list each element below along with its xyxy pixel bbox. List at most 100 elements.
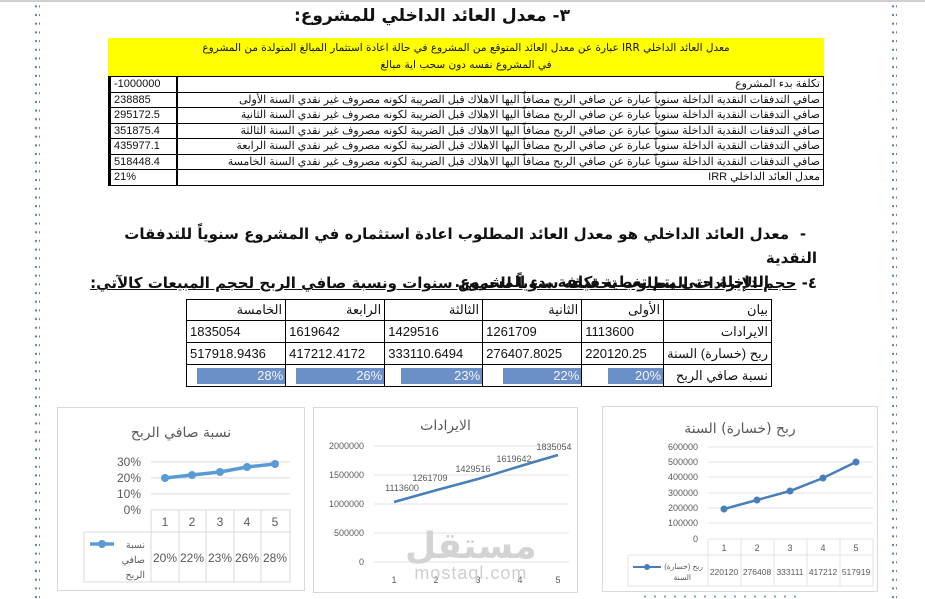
svg-text:30%: 30% [117,455,141,469]
svg-text:3: 3 [787,543,792,553]
row-label: تكلفة بدء المشروع [176,76,824,93]
table-row: صافي التدفقات النقدية الداخلة سنوياً عبا… [109,91,824,108]
chart-title: نسبة صافي الربح [130,425,232,441]
svg-text:0%: 0% [124,503,142,517]
revenue-table: بيان الأولى الثانية الثالثة الرابعة الخا… [185,299,772,387]
svg-text:23%: 23% [208,551,232,565]
right-margin-marks [891,2,897,599]
bottom-text-fragment [640,594,800,599]
y-axis-ticks: 600000 500000 400000 300000 200000 10000… [668,442,698,544]
x-axis-categories: 1 2 3 4 5 [721,543,858,553]
row-label: صافي التدفقات النقدية الداخلة سنوياً عبا… [176,138,824,155]
table-row-profit: ربح (خسارة) السنة 220120.25 276407.8025 … [185,342,772,365]
row-label: صافي التدفقات النقدية الداخلة سنوياً عبا… [176,153,824,170]
cell: 220120.25 [581,342,665,365]
y-axis-ticks: 2000000 1500000 1000000 500000 0 [329,441,364,567]
svg-text:517919: 517919 [842,567,871,577]
cell: 276407.8025 [482,342,583,365]
svg-text:1000000: 1000000 [329,499,364,509]
svg-text:4: 4 [517,575,522,585]
svg-text:10%: 10% [117,487,141,501]
cell: 1835054 [185,320,287,343]
svg-text:4: 4 [244,515,251,529]
svg-text:صافي: صافي [122,555,145,566]
table-row-revenue: الايرادات 1113600 1261709 1429516 161964… [185,320,772,343]
chart-plot: 2000000 1500000 1000000 500000 0 1 2 3 4… [329,441,572,585]
svg-text:1619642: 1619642 [496,454,531,464]
data-bar: 20% [608,367,664,384]
svg-text:1429516: 1429516 [455,464,490,474]
table-row: صافي التدفقات النقدية الداخلة سنوياً عبا… [109,107,824,124]
table-row: صافي التدفقات النقدية الداخلة سنوياً عبا… [109,122,824,139]
chart-net-profit-ratio: نسبة صافي الربح 30% 20% 10% 0% 1 2 3 [57,407,305,591]
data-bar: 28% [197,367,286,384]
svg-text:200000: 200000 [668,503,698,513]
row-value: 295172.5 [109,107,178,124]
row-value: 435977.1 [109,138,178,155]
svg-text:نسبة: نسبة [126,540,145,551]
row-label: صافي التدفقات النقدية الداخلة سنوياً عبا… [176,91,824,108]
cell: 517918.9436 [185,342,287,365]
svg-text:5: 5 [555,575,560,585]
chart-title: الايرادات [420,418,471,434]
svg-text:276408: 276408 [743,567,772,577]
legend-label: نسبة صافي الربح [122,540,145,581]
svg-text:2: 2 [754,543,759,553]
cell: 1261709 [482,320,583,343]
row-label: صافي التدفقات النقدية الداخلة سنوياً عبا… [176,122,824,139]
row-label: معدل العائد الداخلي IRR [176,169,824,186]
row-value: 21% [109,169,178,186]
data-bar-cell: 28% [185,364,287,387]
x-axis-categories: 1 2 3 4 5 [391,575,560,585]
data-bar-cell: 23% [384,364,484,387]
data-bar-cell: 26% [285,364,386,387]
svg-text:السنة: السنة [674,573,691,582]
svg-text:100000: 100000 [668,518,698,528]
cell: 1619642 [285,320,386,343]
data-bar: 23% [401,367,483,384]
table-header-row: بيان الأولى الثانية الثالثة الرابعة الخا… [185,299,772,321]
watermark: مستقل mostaql.com [405,526,537,583]
bullet-dash: - [799,225,807,243]
svg-text:500000: 500000 [334,528,364,538]
data-bar-cell: 22% [482,364,583,387]
svg-text:20%: 20% [153,551,177,565]
chart-title: ربح (خسارة) السنة [684,421,796,437]
svg-text:ربح (خسارة): ربح (خسارة) [664,562,703,571]
data-bar: 22% [503,367,582,384]
svg-text:26%: 26% [235,551,259,565]
svg-text:500000: 500000 [668,457,698,467]
chart-plot: 600000 500000 400000 300000 200000 10000… [627,442,874,587]
cell: 333110.6494 [384,342,484,365]
svg-text:5: 5 [272,515,279,529]
series-line [723,460,857,511]
data-bar: 26% [296,367,385,384]
header-year-1: الأولى [581,299,665,321]
data-bar-cell: 20% [581,364,665,387]
header-label: بيان [663,299,772,321]
watermark-arabic: مستقل [405,526,537,567]
row-label: نسبة صافي الربح [663,364,772,387]
svg-text:3: 3 [475,575,480,585]
table-row: تكلفة بدء المشروع -1000000 [109,76,824,93]
svg-text:333111: 333111 [776,567,803,577]
svg-text:4: 4 [820,543,825,553]
svg-text:0: 0 [693,534,698,544]
irr-definition-box: معدل العائد الداخلي IRR عبارة عن معدل ال… [108,38,824,76]
svg-text:417212: 417212 [809,567,838,577]
row-value: -1000000 [109,76,178,93]
legend-label: ربح (خسارة) السنة [664,562,703,582]
cell: 1429516 [384,320,484,343]
data-labels: 1113600 1261709 1429516 1619642 1835054 [385,442,571,493]
svg-text:1: 1 [721,543,726,553]
section-4-heading: ٤- حجم الإيرادات المطلوب تحقيقه سنوياً ل… [90,274,817,292]
watermark-latin: mostaql.com [414,563,528,583]
svg-text:220120: 220120 [710,567,739,577]
header-year-5: الخامسة [185,299,287,321]
svg-text:2000000: 2000000 [329,441,364,451]
series-line [393,453,559,504]
row-value: 238885 [109,91,178,108]
svg-text:600000: 600000 [668,442,698,452]
header-year-3: الثالثة [384,299,484,321]
note-line-1: معدل العائد الداخلي هو معدل العائد المطل… [124,225,817,267]
